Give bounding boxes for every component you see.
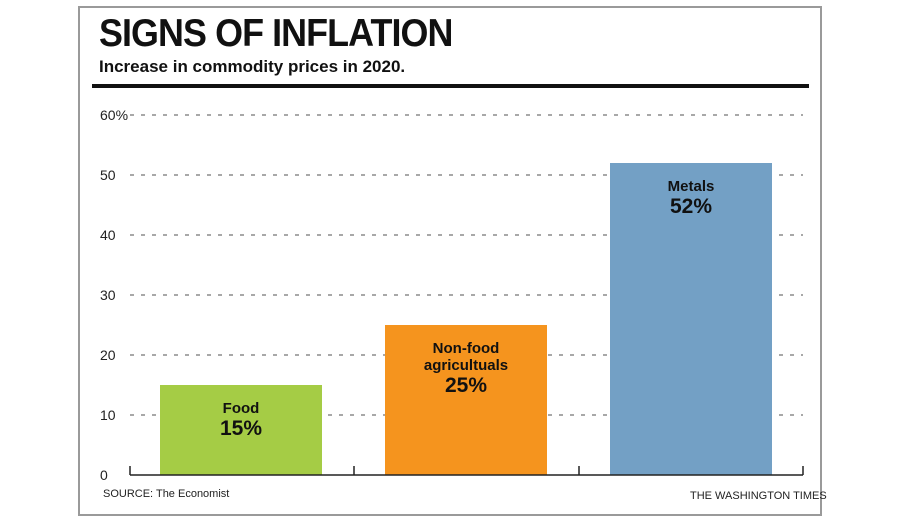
- y-tick-label: 0: [100, 467, 108, 483]
- chart-subtitle: Increase in commodity prices in 2020.: [99, 57, 406, 76]
- bar-value-label: 15%: [220, 417, 262, 440]
- bar-value-label: 25%: [445, 374, 487, 397]
- title-rule: [92, 84, 809, 88]
- y-tick-label: 10: [100, 407, 116, 423]
- bar-category-label: agricultuals: [424, 357, 508, 374]
- bar-category-label: Non-food: [433, 340, 500, 357]
- x-axis: [129, 466, 804, 476]
- y-tick-label: 50: [100, 167, 116, 183]
- y-tick-label: 30: [100, 287, 116, 303]
- bar: [160, 385, 322, 475]
- bar-category-label: Metals: [668, 178, 715, 195]
- chart-title: SIGNS OF INFLATION: [99, 12, 453, 55]
- source-note: SOURCE: The Economist: [103, 488, 230, 500]
- publisher-credit: THE WASHINGTON TIMES: [690, 490, 827, 502]
- y-tick-label: 20: [100, 347, 116, 363]
- bar-category-label: Food: [223, 400, 260, 417]
- y-tick-label: 40: [100, 227, 116, 243]
- bar-value-label: 52%: [670, 195, 712, 218]
- bar: [610, 163, 772, 475]
- y-axis-ticks: 0 10 20 30 40 50 60%: [100, 107, 128, 483]
- y-tick-label: 60%: [100, 107, 128, 123]
- bar: [385, 325, 547, 475]
